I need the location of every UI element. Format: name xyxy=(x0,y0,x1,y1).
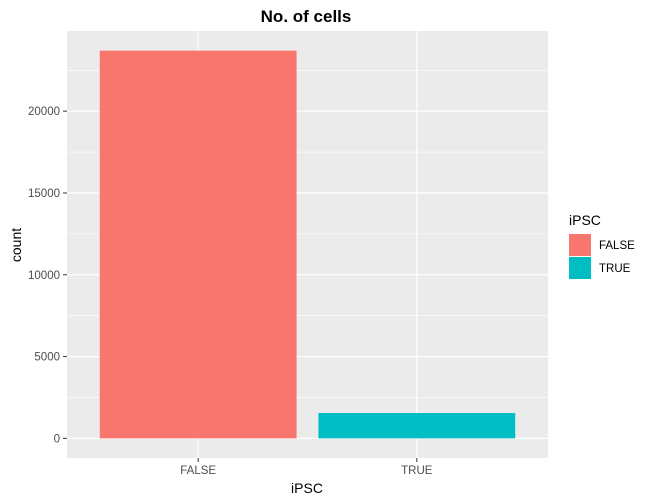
chart-title: No. of cells xyxy=(261,7,352,26)
y-tick-label: 0 xyxy=(54,433,60,445)
y-axis-title: count xyxy=(8,228,24,262)
legend-swatch xyxy=(569,234,591,256)
x-axis: FALSE TRUE xyxy=(180,458,433,477)
y-tick-label: 10000 xyxy=(28,270,60,282)
legend-entries: FALSE TRUE xyxy=(569,234,635,279)
x-tick-label: FALSE xyxy=(180,465,216,477)
y-tick-label: 5000 xyxy=(34,352,60,364)
x-axis-title: iPSC xyxy=(291,480,323,496)
legend-title: iPSC xyxy=(569,212,601,228)
y-axis: 0 5000 10000 15000 20000 xyxy=(28,106,67,445)
bar-false xyxy=(99,50,297,439)
legend-label: TRUE xyxy=(599,263,631,275)
bar-true xyxy=(318,413,516,439)
x-tick-label: TRUE xyxy=(401,465,433,477)
legend-label: FALSE xyxy=(599,240,635,252)
y-tick-label: 15000 xyxy=(28,188,60,200)
y-tick-label: 20000 xyxy=(28,106,60,118)
legend: iPSC FALSE TRUE xyxy=(569,212,635,279)
legend-swatch xyxy=(569,257,591,279)
bars xyxy=(99,50,516,439)
